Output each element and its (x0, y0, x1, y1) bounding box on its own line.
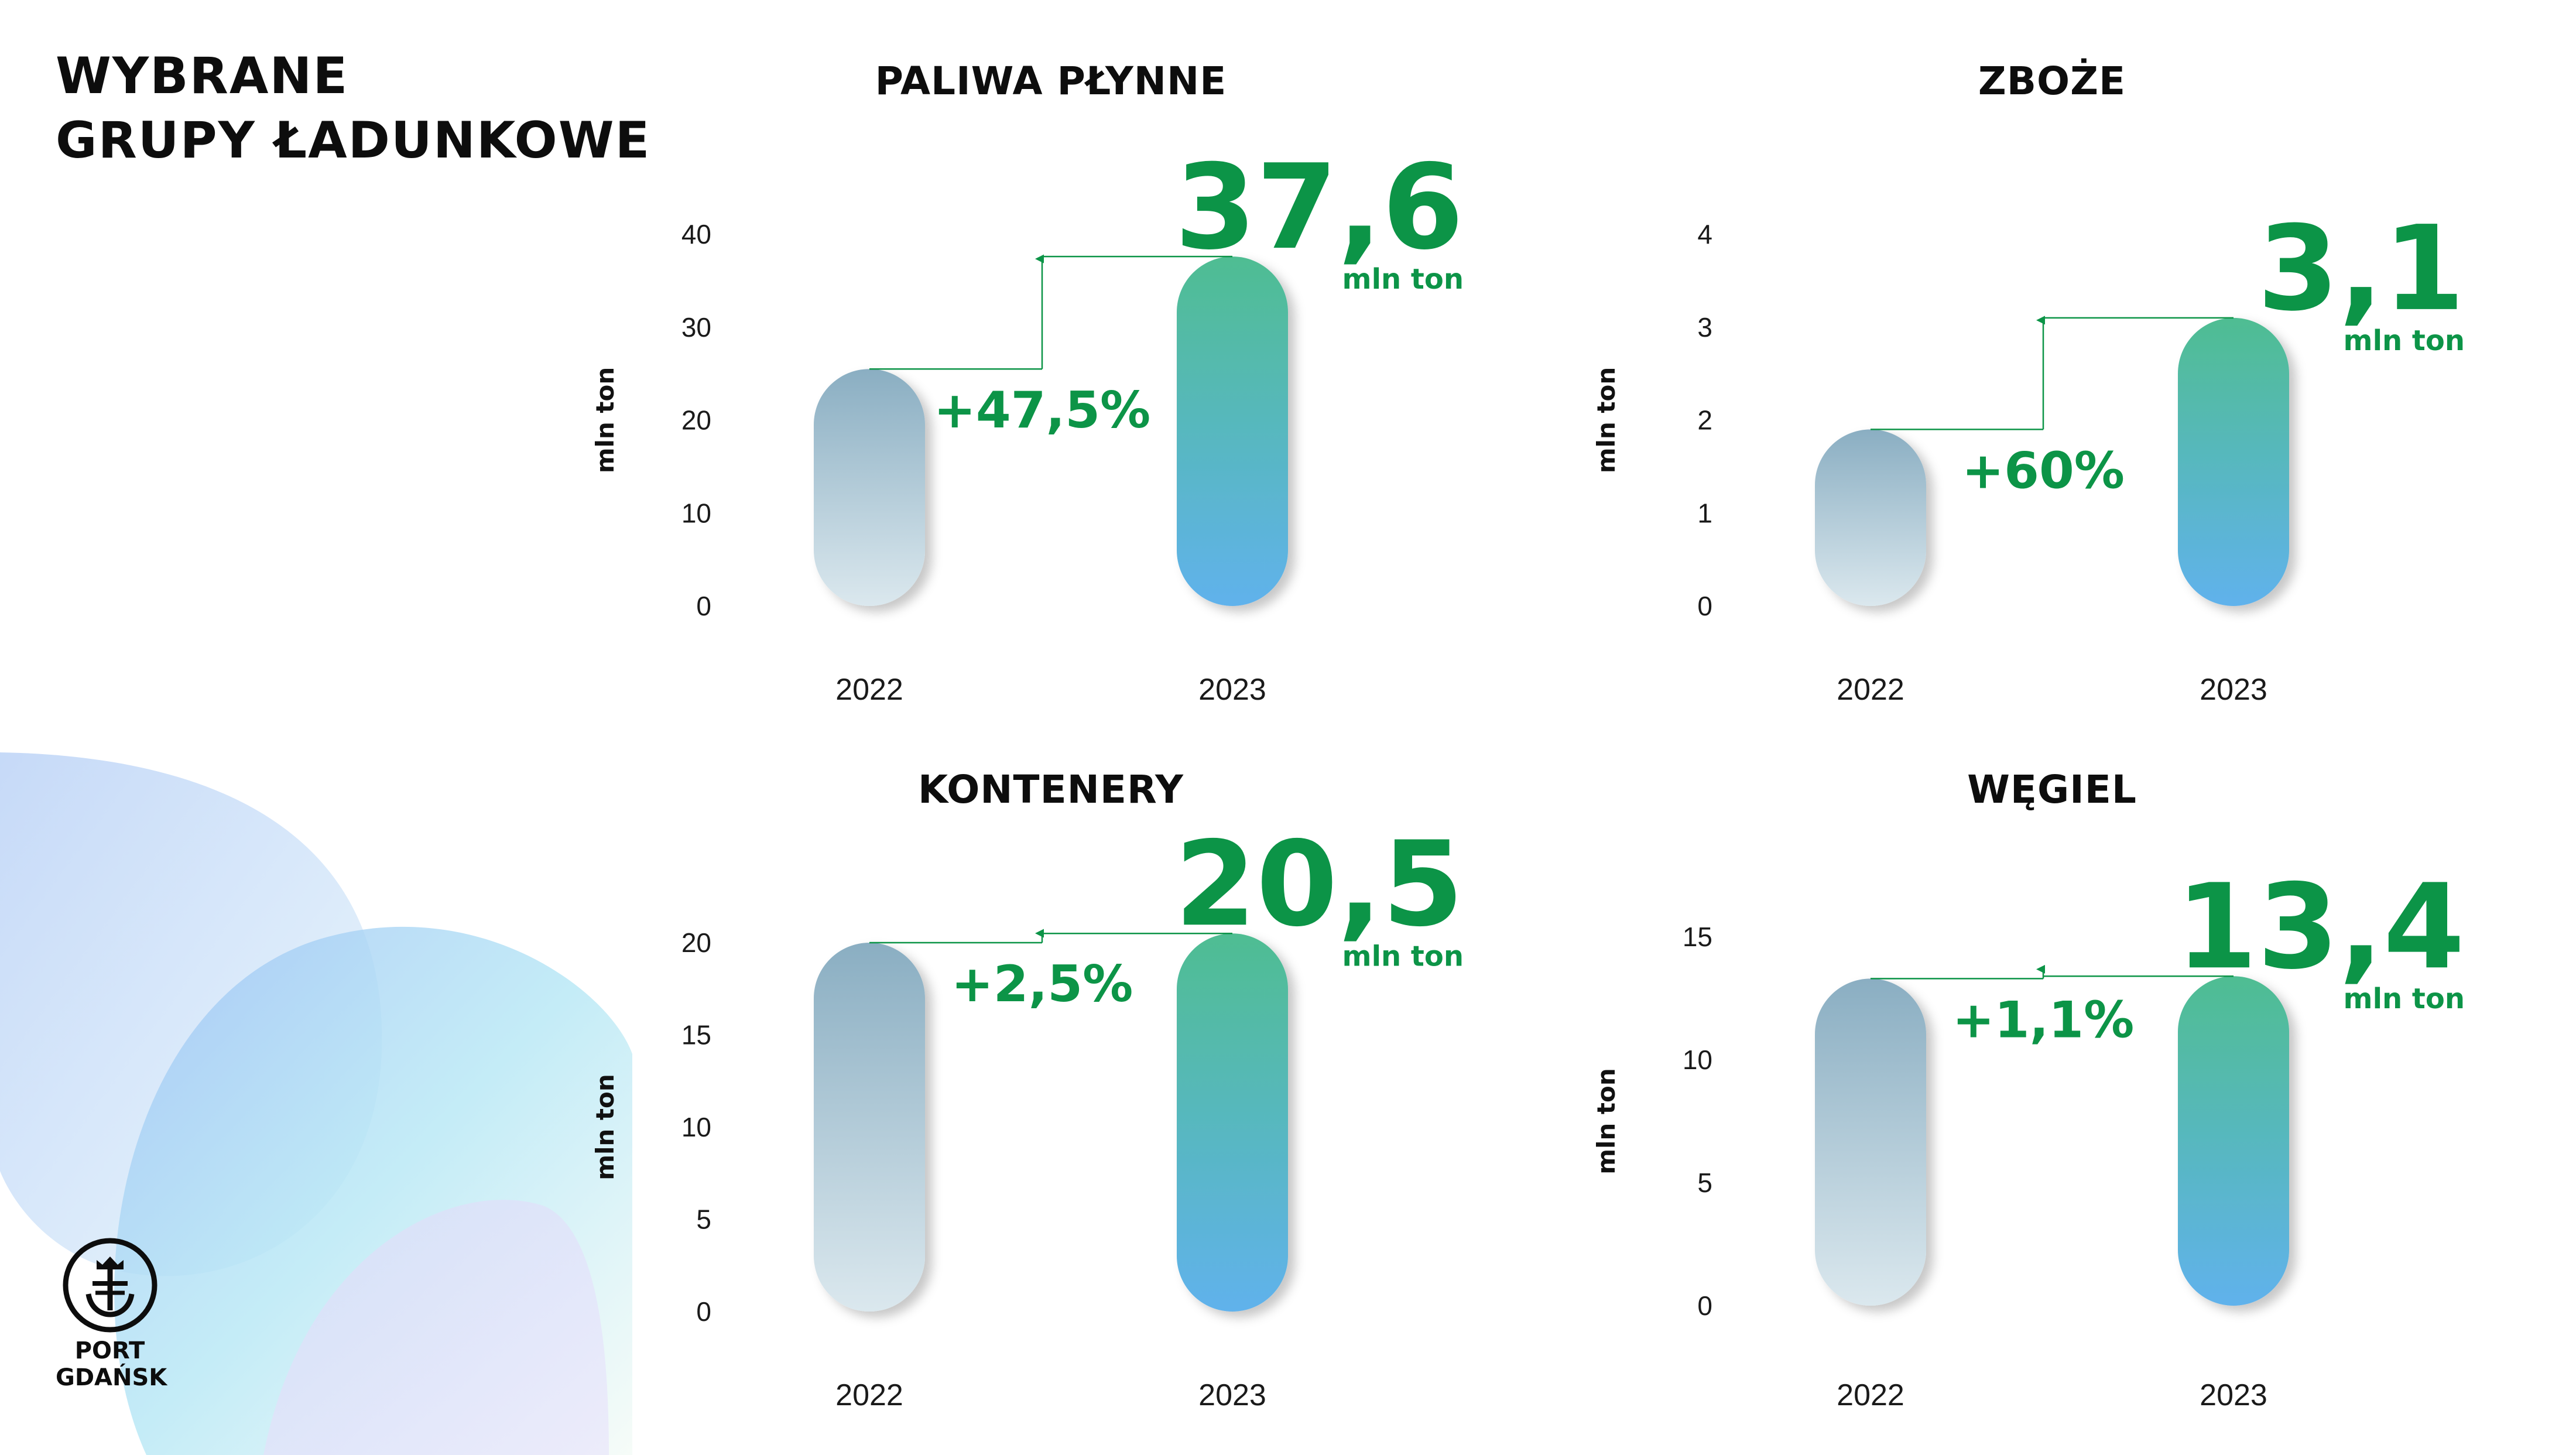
y-tick-label: 30 (681, 312, 711, 343)
change-label: +2,5% (951, 955, 1133, 1014)
y-tick-label: 20 (681, 405, 711, 436)
change-label: +47,5% (934, 381, 1150, 440)
y-tick-label: 10 (681, 1112, 711, 1142)
category-label: 2023 (1198, 673, 1266, 707)
y-tick-label: 15 (681, 1020, 711, 1050)
y-tick-label: 4 (1697, 219, 1712, 249)
page-title-line1: WYBRANE (56, 47, 349, 105)
category-label: 2022 (835, 1378, 903, 1412)
y-tick-label: 0 (696, 591, 711, 621)
bar-2023 (1177, 933, 1288, 1312)
brand-line2: GDAŃSK (56, 1364, 167, 1391)
port-gdansk-logo: PORT GDAŃSK (56, 1235, 167, 1391)
y-axis-label: mln ton (591, 367, 619, 474)
category-label: 2022 (1837, 1378, 1904, 1412)
highlight-unit: mln ton (2344, 982, 2465, 1015)
bar-2023 (2178, 976, 2289, 1306)
y-tick-label: 2 (1697, 405, 1712, 436)
y-tick-label: 20 (681, 927, 711, 958)
category-label: 2023 (2200, 1378, 2267, 1412)
change-label: +60% (1962, 441, 2125, 500)
y-tick-label: 10 (681, 498, 711, 528)
change-label: +1,1% (1952, 991, 2135, 1049)
y-tick-label: 10 (1683, 1045, 1712, 1075)
bar-2023 (2178, 317, 2289, 606)
highlight-unit: mln ton (2344, 324, 2465, 357)
page-title: WYBRANE GRUPY ŁADUNKOWE (56, 44, 650, 173)
highlight-value: 20,5 (1175, 816, 1464, 953)
category-label: 2023 (1198, 1378, 1266, 1412)
y-axis-label: mln ton (1592, 1068, 1621, 1175)
y-tick-label: 5 (696, 1204, 711, 1235)
y-tick-label: 40 (681, 219, 711, 249)
y-axis-label: mln ton (591, 1074, 619, 1180)
y-tick-label: 0 (696, 1296, 711, 1327)
y-tick-label: 0 (1697, 1290, 1712, 1321)
highlight-unit: mln ton (1342, 940, 1464, 973)
page-title-line2: GRUPY ŁADUNKOWE (56, 111, 651, 170)
chart-title-kontenery: KONTENERY (918, 767, 1184, 812)
chart-title-paliwa: PALIWA PŁYNNE (875, 59, 1227, 104)
anchor-crown-icon (63, 1238, 157, 1333)
bar-2023 (1177, 256, 1288, 607)
category-label: 2022 (835, 673, 903, 707)
bar-2022 (1815, 429, 1926, 606)
bar-2022 (814, 369, 925, 606)
brand-line1: PORT (74, 1337, 145, 1364)
highlight-unit: mln ton (1342, 263, 1464, 296)
highlight-value: 13,4 (2176, 859, 2465, 995)
chart-title-zboze: ZBOŻE (1978, 59, 2126, 104)
highlight-value: 3,1 (2258, 201, 2465, 337)
category-label: 2022 (1837, 673, 1904, 707)
y-tick-label: 15 (1683, 922, 1712, 952)
bar-2022 (814, 943, 925, 1312)
highlight-value: 37,6 (1175, 139, 1464, 276)
y-tick-label: 1 (1697, 498, 1712, 528)
chart-title-wegiel: WĘGIEL (1967, 767, 2137, 812)
decorative-background (0, 752, 632, 1455)
y-tick-label: 0 (1697, 591, 1712, 621)
y-tick-label: 5 (1697, 1168, 1712, 1198)
y-tick-label: 3 (1697, 312, 1712, 343)
category-label: 2023 (2200, 673, 2267, 707)
y-axis-label: mln ton (1592, 367, 1621, 474)
bar-2022 (1815, 978, 1926, 1306)
